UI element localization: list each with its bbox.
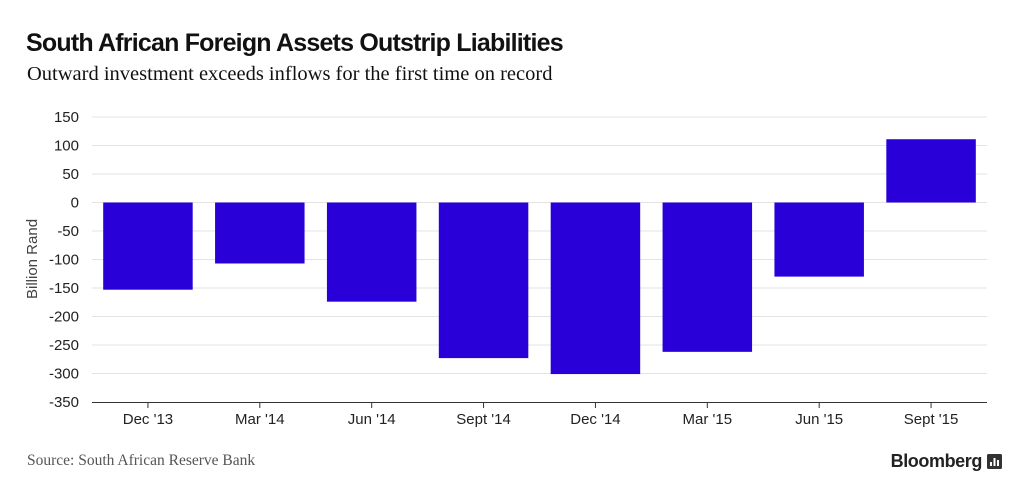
bar <box>215 202 305 264</box>
x-tick-label: Dec '13 <box>123 411 173 428</box>
x-tick-label: Dec '14 <box>570 411 620 428</box>
x-tick-label: Jun '15 <box>795 411 843 428</box>
y-tick-label: -100 <box>49 252 79 269</box>
y-tick-label: 50 <box>62 166 79 183</box>
bloomberg-terminal-icon <box>987 454 1002 469</box>
x-tick-label: Jun '14 <box>348 411 396 428</box>
chart-subtitle: Outward investment exceeds inflows for t… <box>27 63 553 85</box>
brand-logo: Bloomberg <box>891 451 1002 472</box>
y-tick-label: -250 <box>49 337 79 354</box>
y-tick-label: 100 <box>54 138 79 155</box>
y-tick-labels: 150 100 50 0 -50 -100 -150 -200 -250 -300 -350 <box>49 109 79 411</box>
x-tick-label: Mar '14 <box>235 411 285 428</box>
y-tick-label: -350 <box>49 394 79 411</box>
y-tick-label: 0 <box>71 195 79 212</box>
axes <box>92 402 987 408</box>
y-tick-label: -300 <box>49 366 79 383</box>
y-tick-label: 150 <box>54 109 79 126</box>
bar-chart: 150 100 50 0 -50 -100 -150 -200 -250 -300 -350 Dec… <box>24 109 987 428</box>
bar <box>438 202 529 359</box>
brand-name: Bloomberg <box>890 451 983 471</box>
y-axis-title: Billion Rand <box>24 219 41 299</box>
bars <box>103 139 976 375</box>
y-tick-label: -150 <box>49 280 79 297</box>
y-tick-label: -200 <box>49 309 79 326</box>
x-tick-label: Mar '15 <box>683 411 733 428</box>
y-tick-label: -50 <box>57 223 79 240</box>
bar <box>886 139 976 203</box>
x-tick-labels: Dec '13 Mar '14 Jun '14 Sept '14 Dec '14 Mar … <box>123 411 959 428</box>
bar <box>326 202 417 302</box>
bar <box>774 202 864 277</box>
source-note: Source: South African Reserve Bank <box>27 452 256 469</box>
bar <box>550 202 641 375</box>
x-tick-label: Sept '14 <box>456 411 511 428</box>
x-tick-label: Sept '15 <box>904 411 959 428</box>
chart-title: South African Foreign Assets Outstrip Li… <box>26 29 564 57</box>
bar <box>662 202 753 352</box>
bar <box>103 202 193 290</box>
